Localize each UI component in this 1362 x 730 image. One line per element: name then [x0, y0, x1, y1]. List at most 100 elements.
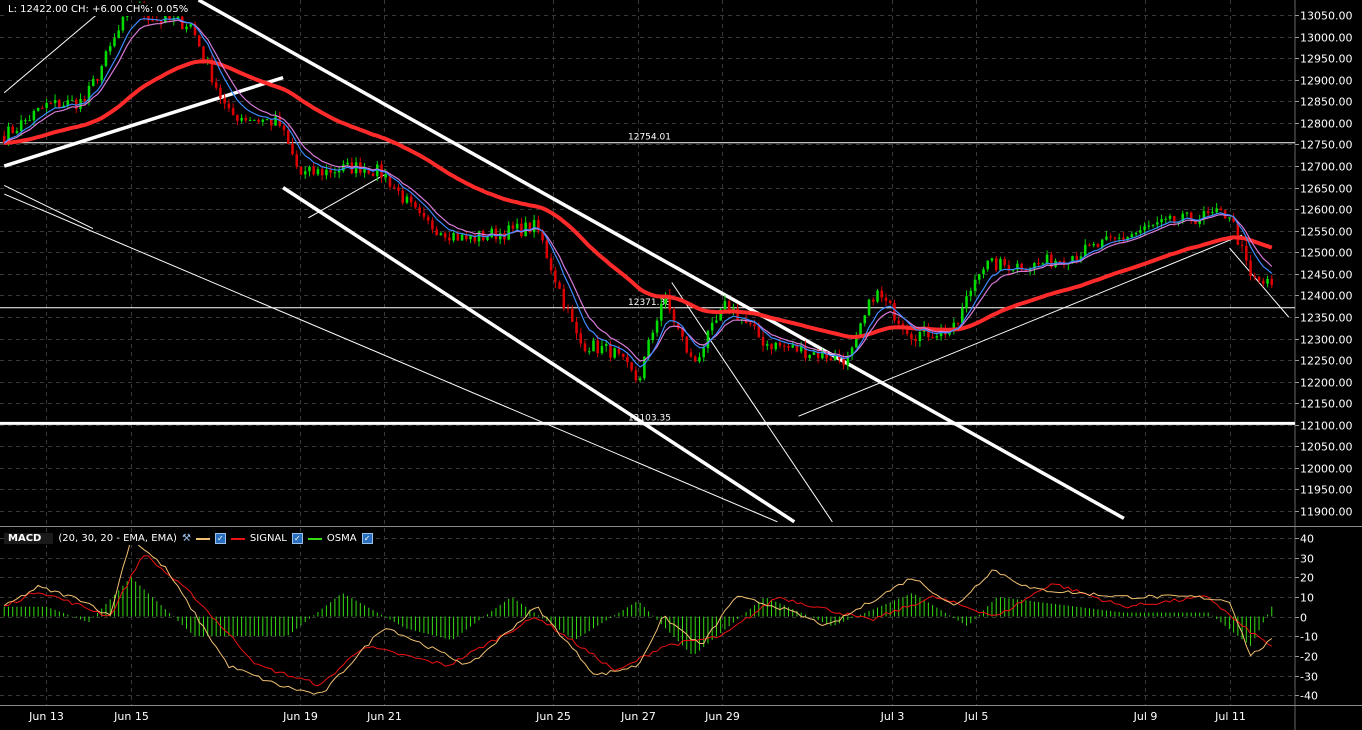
candle-body — [571, 309, 574, 322]
candle-body — [210, 59, 214, 83]
candle-body — [1211, 212, 1214, 214]
candle-body — [1041, 263, 1045, 265]
candle-body — [676, 322, 680, 329]
horizontal-level-label: 12103.35 — [628, 413, 671, 423]
candle-body — [342, 164, 345, 171]
candle-body — [1130, 234, 1134, 238]
price-tick-label: 12600.00 — [1300, 204, 1353, 217]
candle-body — [376, 164, 379, 177]
candle-body — [1071, 256, 1074, 264]
price-tick-label: 11950.00 — [1300, 484, 1353, 497]
candle-body — [511, 225, 515, 229]
candle-body — [1028, 268, 1032, 272]
candlesticks — [2, 0, 1274, 383]
time-tick-label: Jun 25 — [535, 710, 571, 723]
price-tick-label: 12300.00 — [1300, 334, 1353, 347]
osma-visibility-checkbox-icon[interactable]: ✓ — [361, 533, 373, 544]
candle-body — [634, 370, 638, 381]
candle-body — [371, 173, 375, 177]
candle-body — [1020, 263, 1023, 271]
candle-body — [7, 126, 10, 144]
horizontal-level-label: 12754.01 — [628, 133, 671, 143]
candle-body — [337, 170, 341, 173]
time-tick-label: Jun 13 — [28, 710, 64, 723]
candle-body — [274, 116, 277, 126]
price-tick-label: 12850.00 — [1300, 96, 1353, 109]
time-tick-label: Jun 27 — [620, 710, 656, 723]
candle-body — [961, 308, 964, 323]
price-tick-label: 12750.00 — [1300, 139, 1353, 152]
candle-body — [664, 294, 667, 304]
candle-body — [846, 355, 850, 366]
candle-body — [757, 325, 761, 338]
candle-body — [303, 171, 307, 175]
candle-body — [181, 16, 184, 30]
candle-body — [1147, 225, 1151, 227]
thin-trendline — [4, 193, 778, 523]
candle-body — [1181, 213, 1185, 222]
candle-body — [1033, 263, 1036, 269]
candle-body — [1088, 244, 1091, 246]
candle-body — [11, 126, 14, 133]
macd-tick-label: 30 — [1300, 553, 1314, 566]
candle-body — [833, 354, 837, 361]
candle-body — [791, 344, 794, 348]
candle-body — [354, 162, 358, 174]
time-tick-label: Jun 29 — [704, 710, 740, 723]
candle-body — [1219, 208, 1223, 211]
candle-body — [952, 322, 956, 332]
candle-body — [1117, 237, 1121, 239]
candle-body — [698, 357, 701, 362]
candle-body — [1240, 244, 1244, 246]
candle-body — [1198, 219, 1201, 225]
candle-body — [566, 307, 570, 310]
candle-body — [1168, 215, 1172, 219]
price-tick-label: 12250.00 — [1300, 355, 1353, 368]
candle-body — [520, 223, 523, 237]
thin-trendline — [798, 234, 1243, 417]
candle-body — [660, 303, 663, 321]
candle-body — [2, 135, 6, 144]
horizontal-levels: 12754.01 12371.38 12103.35 — [0, 133, 1295, 425]
candle-body — [168, 14, 171, 21]
candle-body — [812, 352, 816, 355]
macd-visibility-checkbox-icon[interactable]: ✓ — [214, 533, 226, 544]
candle-body — [363, 167, 366, 173]
candle-body — [668, 294, 672, 310]
time-tick-label: Jul 9 — [1133, 710, 1158, 723]
candle-body — [782, 345, 786, 347]
candle-body — [774, 342, 778, 350]
macd-tick-label: 10 — [1300, 592, 1314, 605]
candle-body — [515, 223, 519, 229]
candle-body — [829, 358, 833, 361]
signal-visibility-checkbox-icon[interactable]: ✓ — [291, 533, 303, 544]
macd-line-swatch — [195, 537, 210, 540]
candle-body — [804, 346, 807, 359]
thin-trendline — [3, 10, 102, 94]
candle-body — [613, 348, 616, 358]
candle-body — [855, 334, 858, 348]
candle-body — [202, 46, 205, 60]
candle-body — [75, 99, 78, 109]
candle-body — [969, 290, 973, 297]
price-tick-label: 12350.00 — [1300, 312, 1353, 325]
signal-line-swatch — [230, 537, 245, 540]
candle-body — [893, 302, 896, 321]
candle-body — [770, 344, 773, 350]
candle-body — [1139, 230, 1142, 233]
candle-body — [1151, 224, 1155, 226]
candle-body — [816, 352, 820, 359]
horizontal-level-label: 12371.38 — [628, 298, 671, 308]
signal-label: SIGNAL — [249, 533, 287, 544]
candle-body — [537, 219, 540, 231]
candle-body — [452, 233, 455, 241]
candle-body — [1016, 263, 1019, 270]
candle-body — [876, 290, 879, 302]
candle-body — [617, 348, 621, 354]
candle-body — [778, 342, 782, 346]
candle-body — [418, 207, 421, 213]
wrench-icon[interactable]: ⚒ — [181, 533, 191, 544]
candle-body — [575, 321, 578, 334]
candle-body — [409, 196, 413, 203]
candle-body — [977, 274, 981, 280]
